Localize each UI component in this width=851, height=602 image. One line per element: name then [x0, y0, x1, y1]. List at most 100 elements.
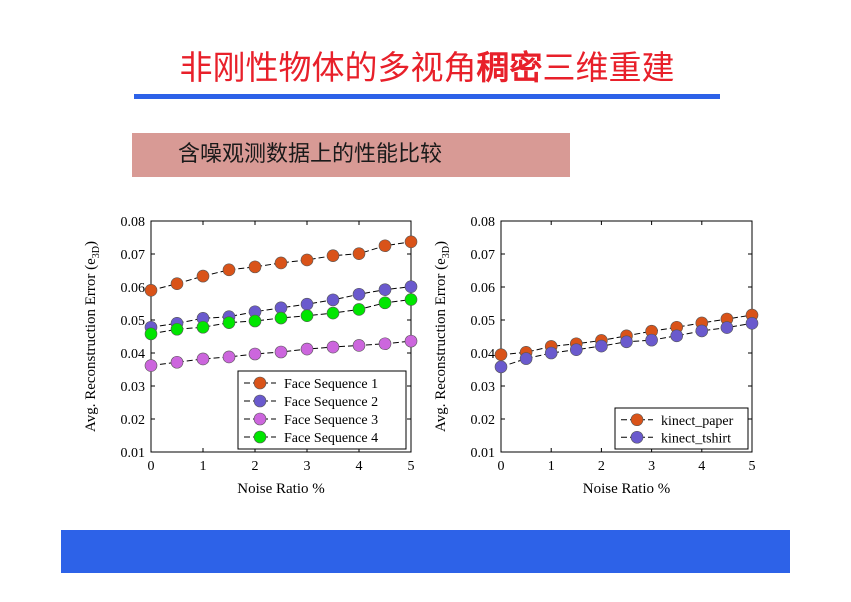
chart1-y-tick-label: 0.06: [121, 281, 146, 296]
chart1-series-3-point: [170, 355, 184, 369]
chart2-series-2-point: [695, 324, 709, 338]
title-part-1: 非刚性物体的多视角: [179, 48, 477, 87]
chart1-series-1-point: [352, 247, 366, 260]
chart1-series-3-point: [300, 342, 314, 356]
chart1-series-3-point: [326, 340, 340, 354]
chart1-series-3-point: [222, 350, 236, 364]
chart2-series-2-point: [595, 339, 608, 353]
chart1-x-tick-label: 1: [200, 459, 207, 474]
chart2-axes-box: [500, 220, 753, 453]
chart2-series-2-point: [544, 346, 558, 360]
chart1-series-1-point: [378, 239, 392, 253]
chart2-series-2-point: [720, 321, 734, 334]
chart1-legend-label: Face Sequence 1: [284, 377, 378, 392]
chart1-y-tick-label: 0.08: [121, 215, 146, 230]
chart1-series-1-point: [300, 253, 314, 267]
chart1-series-2-point: [352, 287, 366, 301]
chart1-series-4-point: [144, 327, 158, 341]
chart1-series-3-point: [404, 334, 418, 348]
chart1-legend-marker: [253, 430, 267, 444]
chart2-y-tick-label: 0.06: [471, 281, 496, 296]
chart2-series-2-point: [519, 352, 533, 365]
page-title: 非刚性物体的多视角稠密三维重建: [134, 44, 720, 92]
chart2-series-2-point: [494, 360, 508, 374]
chart2-y-tick-label: 0.08: [471, 215, 496, 230]
chart1-y-tick-label: 0.01: [121, 446, 146, 461]
chart1-series-1-point: [196, 269, 210, 283]
chart1-legend-marker: [253, 394, 267, 408]
chart1-y-axis-label: Avg. Reconstruction Error (e3D): [83, 241, 102, 432]
chart1-series-3-point: [378, 337, 392, 351]
chart2-x-axis-label: Noise Ratio %: [583, 481, 671, 497]
chart1-series-1-line: [150, 241, 412, 291]
chart1-legend-marker: [253, 412, 267, 426]
chart1-x-tick-label: 0: [148, 459, 155, 474]
footer-bar: [61, 530, 790, 573]
chart1-series-4-point: [222, 316, 236, 329]
chart2-series-2-point: [569, 343, 583, 357]
chart2-x-tick-label: 3: [648, 459, 655, 474]
chart1-x-tick-label: 2: [252, 459, 259, 474]
chart1-series-4-point: [300, 309, 314, 323]
title-emphasis: 稠密: [476, 48, 543, 87]
chart1-x-tick-label: 5: [408, 459, 415, 474]
chart1-series-1-point: [144, 283, 158, 297]
chart2-series-2-point: [670, 329, 684, 343]
chart1-series-4-point: [274, 311, 288, 325]
chart1-series-4-point: [404, 293, 418, 306]
chart2-y-tick-label: 0.03: [471, 380, 496, 395]
chart1-legend-label: Face Sequence 4: [284, 431, 378, 446]
chart1-series-3-point: [274, 345, 288, 359]
chart1-legend-label: Face Sequence 2: [284, 395, 378, 410]
chart2-x-tick-label: 4: [698, 459, 705, 474]
title-part-2: 三维重建: [542, 48, 675, 87]
chart1-x-tick-label: 3: [304, 459, 311, 474]
chart2-series-2-point: [745, 316, 759, 330]
chart2-legend-marker: [630, 430, 644, 444]
chart2-x-tick-label: 0: [498, 459, 505, 474]
chart1-legend-label: Face Sequence 3: [284, 413, 378, 428]
title-underline: [134, 94, 720, 99]
chart1-series-4-point: [248, 314, 262, 328]
chart1-series-4-point: [326, 306, 340, 320]
chart1-y-tick-label: 0.05: [121, 314, 146, 329]
chart1-series-1-point: [170, 277, 184, 291]
chart2-legend-label: kinect_tshirt: [661, 431, 731, 446]
chart1-series-1-point: [404, 235, 418, 249]
chart2-y-tick-label: 0.05: [471, 314, 496, 329]
chart1-legend-marker: [253, 376, 267, 390]
chart2-series-1-point: [494, 348, 508, 361]
chart2-y-tick-label: 0.01: [471, 446, 496, 461]
chart1-series-1-point: [326, 249, 340, 262]
chart2-legend-label: kinect_paper: [661, 414, 734, 429]
chart1-x-axis-label: Noise Ratio %: [237, 481, 325, 497]
chart1-series-3-point: [248, 347, 262, 361]
chart1-series-4-point: [352, 303, 366, 316]
chart2-y-tick-label: 0.02: [471, 413, 496, 428]
chart2-y-tick-label: 0.07: [471, 248, 496, 263]
chart2-x-tick-label: 2: [598, 459, 605, 474]
chart1-series-4-point: [378, 296, 392, 310]
chart1-series-4-point: [196, 320, 210, 334]
chart2-y-tick-label: 0.04: [471, 347, 496, 362]
chart2-y-axis-label: Avg. Reconstruction Error (e3D): [433, 241, 452, 432]
chart2-series-2-point: [620, 335, 633, 349]
chart2-legend-marker: [630, 413, 644, 427]
chart1-series-3-point: [352, 339, 366, 352]
chart1-series-1-point: [274, 256, 288, 270]
chart1-series-2-point: [326, 293, 340, 307]
chart1-series-1-point: [222, 263, 236, 277]
chart1-series-2-point: [404, 280, 418, 293]
chart1-series-4-point: [170, 322, 184, 336]
chart1-series-2-point: [378, 283, 392, 296]
chart1-y-tick-label: 0.03: [121, 380, 146, 395]
chart1-x-tick-label: 4: [356, 459, 363, 474]
chart1-series-3-point: [196, 352, 210, 366]
chart1-y-tick-label: 0.07: [121, 248, 146, 263]
chart2-series-2-point: [645, 333, 658, 347]
chart2-x-tick-label: 1: [548, 459, 555, 474]
chart1-y-tick-label: 0.04: [121, 347, 146, 362]
chart2-x-tick-label: 5: [749, 459, 756, 474]
